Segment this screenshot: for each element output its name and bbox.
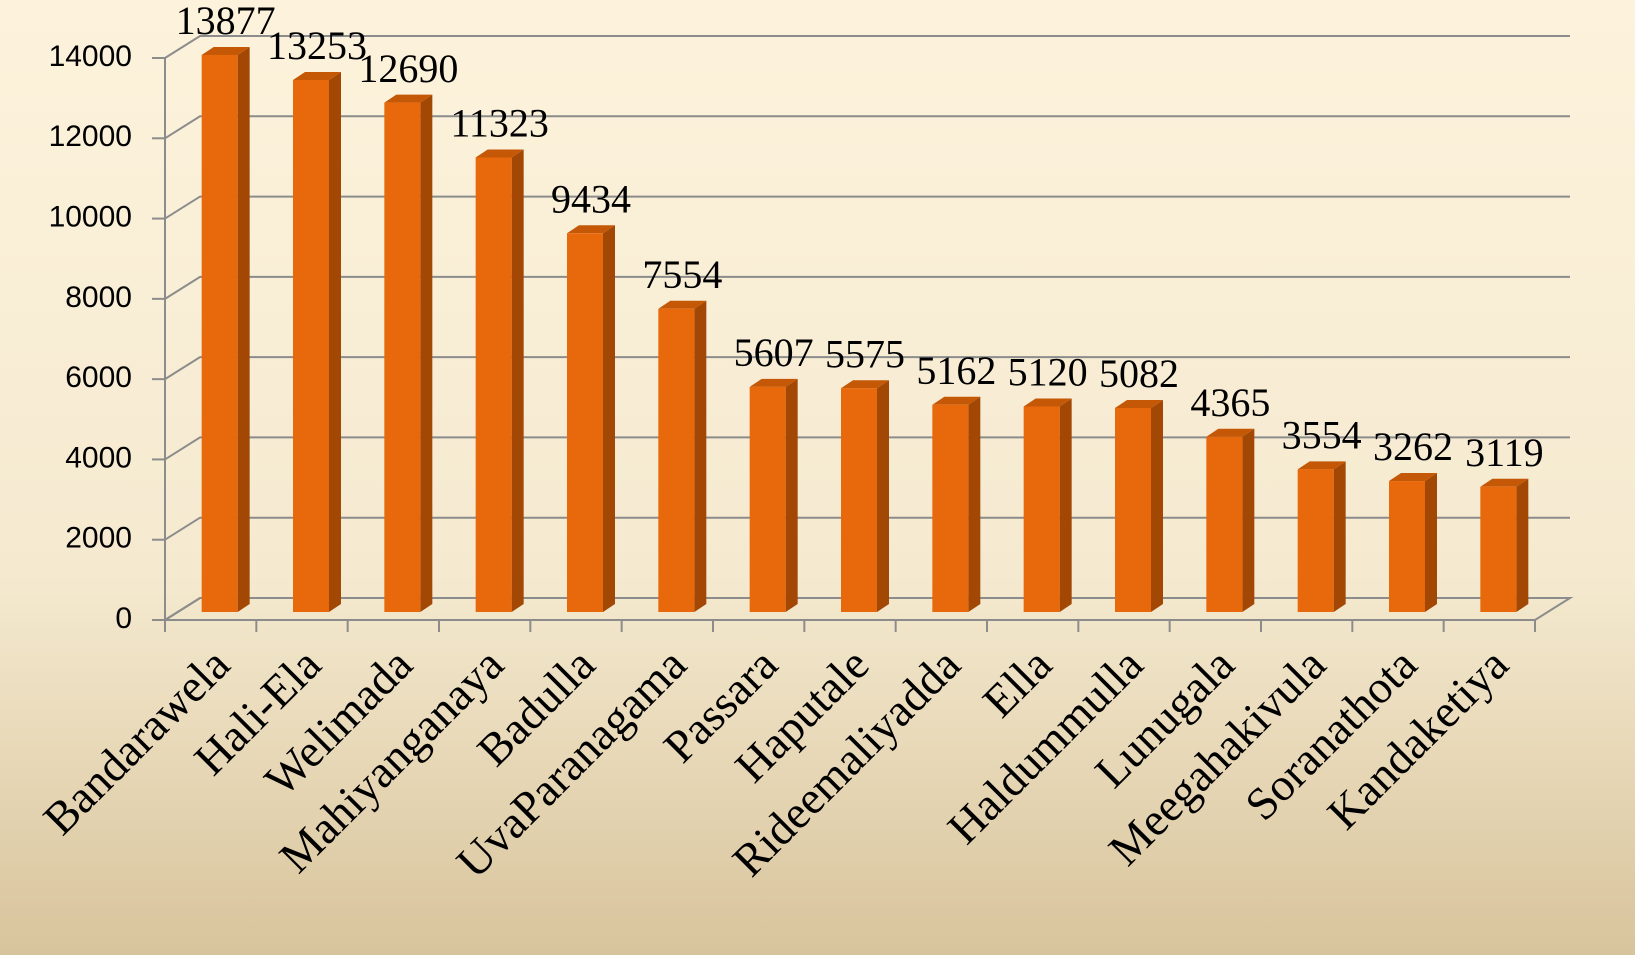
y-tick-label: 8000 [65, 281, 132, 314]
value-label: 7554 [642, 252, 722, 297]
bar [1389, 481, 1425, 612]
bar [1206, 436, 1243, 612]
bar [1115, 407, 1151, 612]
bar-top [749, 378, 798, 387]
bar [1297, 469, 1334, 612]
bar-top [1023, 398, 1072, 407]
value-label: 5575 [825, 331, 905, 376]
bar-side [785, 378, 798, 612]
bar-top [932, 396, 981, 405]
value-label: 13877 [176, 0, 276, 43]
value-label: 13253 [267, 23, 367, 68]
bar-side [511, 149, 524, 612]
y-tick-label: 14000 [49, 40, 132, 73]
bar-side [877, 380, 889, 612]
bar [567, 233, 603, 612]
bar-side [329, 71, 341, 613]
bar [1023, 406, 1060, 612]
bar-top [1389, 473, 1437, 482]
bar-top [658, 300, 707, 309]
bar-top [841, 380, 889, 389]
y-tick-label: 12000 [49, 120, 132, 153]
bar [293, 79, 329, 613]
bar-top [384, 94, 433, 103]
bar-side [420, 94, 433, 612]
bar [1480, 486, 1517, 612]
bar-side [1425, 473, 1437, 612]
value-label: 3119 [1465, 430, 1544, 475]
grid-line [164, 195, 1570, 220]
grid-line [164, 115, 1570, 140]
bar-side [694, 300, 707, 612]
grid-line [164, 35, 1570, 59]
grid-line [164, 516, 1570, 541]
bar-top [293, 71, 341, 80]
bar-top [1480, 478, 1529, 487]
value-label: 9434 [551, 176, 631, 221]
value-label: 5082 [1099, 351, 1179, 396]
bar-side [1333, 461, 1346, 612]
bar [384, 102, 421, 612]
grid-line [164, 436, 1570, 461]
value-label: 3554 [1282, 413, 1362, 458]
bar-side [968, 396, 981, 612]
value-label: 11323 [450, 101, 549, 146]
bar [749, 386, 786, 612]
y-tick-label: 0 [115, 602, 132, 635]
bar-side [237, 46, 250, 613]
bar [475, 157, 512, 612]
y-tick-label: 10000 [49, 200, 132, 233]
bar-side [603, 225, 615, 612]
bar-top [567, 225, 615, 234]
bar-side [1516, 478, 1529, 612]
grid-line [164, 597, 1570, 621]
bar-top [1206, 428, 1255, 437]
bar-top [475, 149, 524, 158]
bar-top [1115, 399, 1163, 408]
y-tick-label: 2000 [65, 522, 132, 555]
value-label: 3262 [1373, 424, 1453, 469]
value-label: 5162 [916, 348, 996, 393]
value-label: 12690 [358, 46, 458, 91]
bar-top [201, 46, 250, 55]
bar-side [1151, 399, 1163, 612]
bar [201, 54, 238, 613]
grid-line [164, 275, 1570, 300]
bar-top [1297, 461, 1346, 470]
bar [932, 404, 969, 612]
bar-side [1242, 428, 1255, 612]
bar [841, 388, 877, 612]
y-tick-label: 6000 [65, 361, 132, 394]
grid-line [164, 356, 1570, 380]
bar-side [1059, 398, 1072, 612]
value-label: 5607 [734, 330, 814, 375]
value-label: 4365 [1190, 380, 1270, 425]
bar [658, 308, 695, 612]
y-tick-label: 4000 [65, 441, 132, 474]
value-label: 5120 [1008, 350, 1088, 395]
